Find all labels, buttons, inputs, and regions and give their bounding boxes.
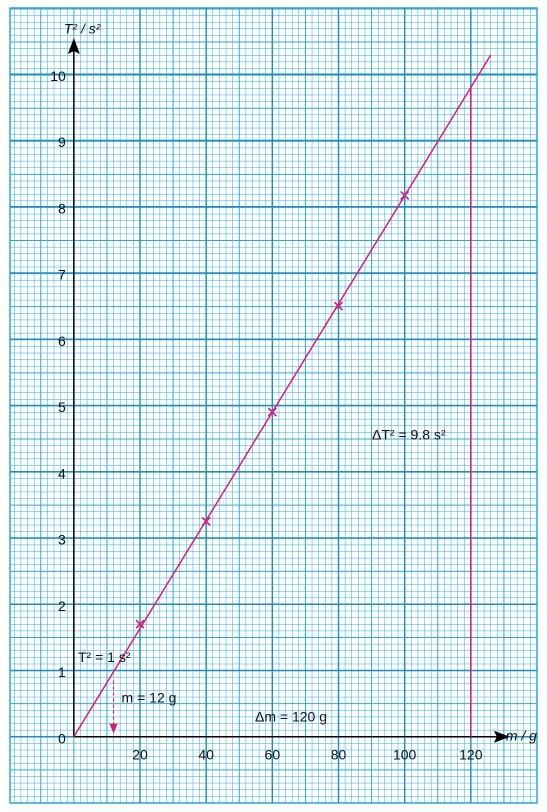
annotation: Δm = 120 g: [255, 708, 327, 724]
y-tick-label: 6: [58, 333, 66, 349]
y-tick-label: 3: [58, 532, 66, 548]
data-point: [400, 190, 410, 201]
y-axis-arrow: [67, 38, 80, 54]
data-point: [267, 407, 277, 417]
x-axis-label: m / g: [506, 727, 537, 743]
y-tick-label: 4: [58, 465, 66, 481]
x-tick-label: 120: [459, 746, 483, 762]
annotation: ΔT² = 9.8 s²: [372, 427, 446, 443]
y-tick-label: 5: [58, 399, 66, 415]
x-axis-arrow: [493, 730, 510, 743]
y-tick-label: 7: [58, 267, 66, 283]
data-point: [135, 619, 145, 629]
annotation: m = 12 g: [122, 689, 177, 705]
y-tick-label: 2: [58, 598, 66, 614]
y-tick-label: 1: [58, 664, 66, 680]
y-axis-label: T² / s²: [64, 21, 102, 37]
x-tick-label: 60: [265, 746, 281, 762]
data-point: [333, 301, 344, 311]
x-tick-label: 40: [198, 746, 214, 762]
fit-line: [73, 54, 492, 738]
y-tick-label: 0: [58, 730, 66, 746]
annotation: T² = 1 s²: [78, 649, 131, 665]
x-tick-label: 100: [393, 746, 417, 762]
data-point: [201, 516, 211, 527]
reading-arrow: [109, 723, 118, 734]
y-tick-label: 10: [50, 68, 66, 84]
y-tick-label: 9: [58, 134, 66, 150]
x-tick-label: 80: [331, 746, 347, 762]
y-tick-label: 8: [58, 200, 66, 216]
x-tick-label: 20: [132, 746, 148, 762]
